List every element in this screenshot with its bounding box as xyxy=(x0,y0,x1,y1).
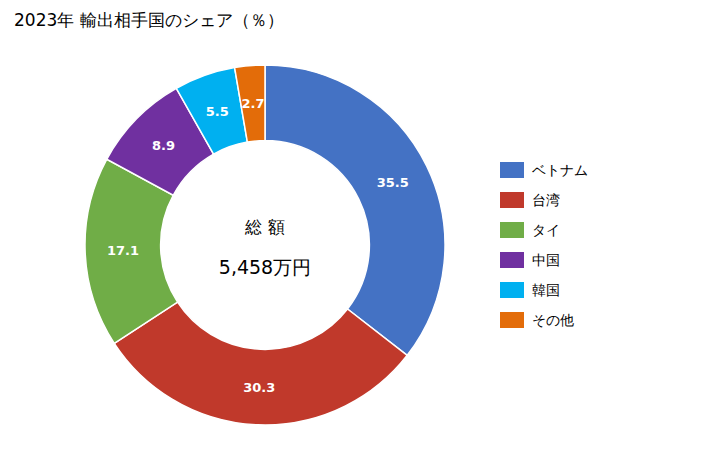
slice xyxy=(235,65,265,142)
slice xyxy=(265,65,445,355)
center-annotation: 5,458万円 xyxy=(219,256,311,278)
legend: ベトナム台湾タイ中国韓国その他 xyxy=(500,162,588,328)
slice xyxy=(114,302,407,425)
chart-container: 2023年 輸出相手国のシェア（％） 35.5 30.3 17.1 8.9 5.5 2.7 総… xyxy=(0,0,728,450)
slices xyxy=(85,65,445,425)
legend-item: その他 xyxy=(500,312,574,328)
legend-item: ベトナム xyxy=(500,162,588,178)
legend-item: 中国 xyxy=(500,252,560,268)
legend-item: タイ xyxy=(500,222,560,238)
legend-label: 台湾 xyxy=(532,192,560,208)
data-label: 8.9 xyxy=(152,138,175,153)
legend-swatch xyxy=(500,282,524,298)
data-label: 5.5 xyxy=(206,104,229,119)
legend-swatch xyxy=(500,312,524,328)
legend-label: ベトナム xyxy=(532,162,588,178)
data-label: 30.3 xyxy=(243,380,275,395)
legend-swatch xyxy=(500,252,524,268)
legend-label: タイ xyxy=(532,222,560,238)
legend-swatch xyxy=(500,162,524,178)
legend-swatch xyxy=(500,222,524,238)
labels: 35.5 30.3 17.1 8.9 5.5 2.7 総 額 5,458万円 xyxy=(107,96,409,395)
legend-item: 台湾 xyxy=(500,192,560,208)
legend-label: その他 xyxy=(532,312,574,328)
chart-title: 2023年 輸出相手国のシェア（％） xyxy=(14,10,284,30)
center-annotation: 総 額 xyxy=(244,217,284,237)
legend-label: 中国 xyxy=(532,252,560,268)
legend-swatch xyxy=(500,192,524,208)
plot-area xyxy=(85,65,445,425)
data-label: 17.1 xyxy=(107,243,139,258)
legend-label: 韓国 xyxy=(532,282,560,298)
data-label: 35.5 xyxy=(377,175,409,190)
chart-svg: 2023年 輸出相手国のシェア（％） 35.5 30.3 17.1 8.9 5.5 2.7 総… xyxy=(0,0,728,450)
legend-item: 韓国 xyxy=(500,282,560,298)
data-label: 2.7 xyxy=(241,96,264,111)
